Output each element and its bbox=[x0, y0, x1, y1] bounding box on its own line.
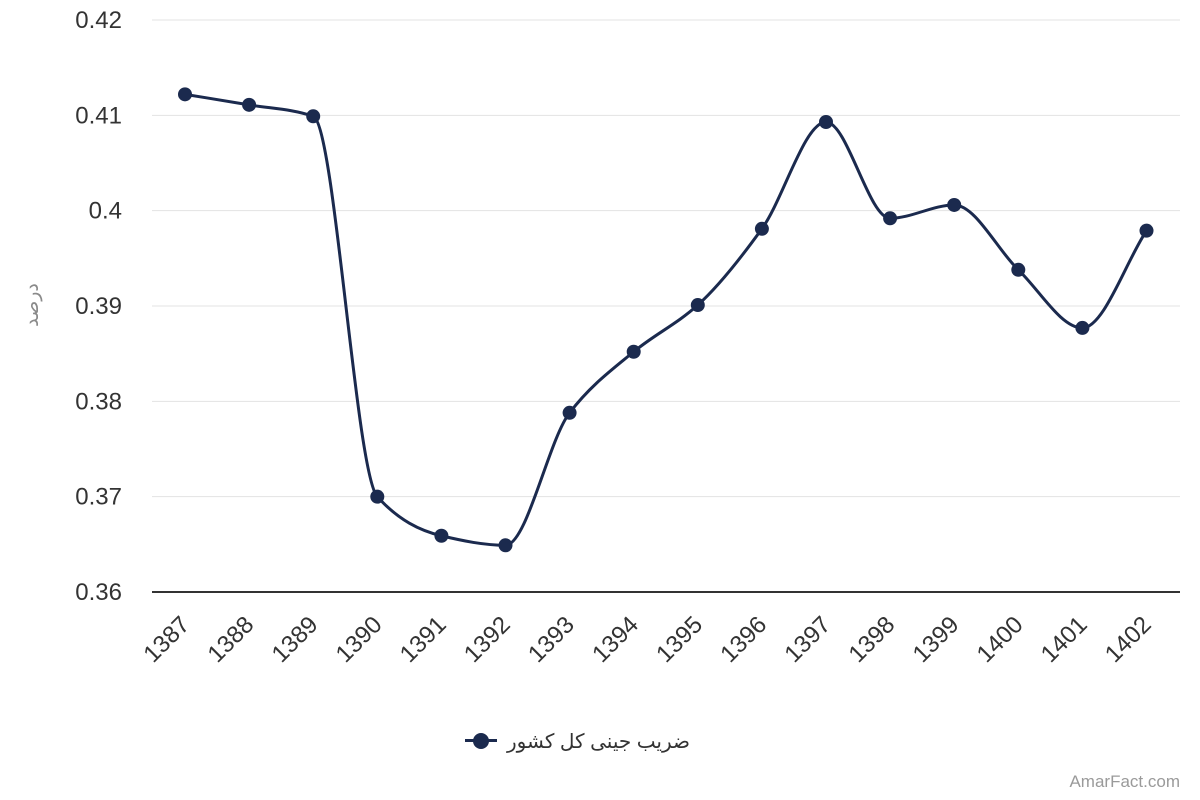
data-point[interactable] bbox=[947, 197, 962, 212]
y-axis-ticks: 0.36 0.37 0.38 0.39 0.4 0.41 0.42 bbox=[75, 7, 122, 606]
x-tick-label: 1391 bbox=[395, 611, 452, 668]
x-tick-label: 1392 bbox=[459, 611, 516, 668]
x-tick-label: 1387 bbox=[138, 611, 195, 668]
data-point[interactable] bbox=[370, 489, 385, 504]
x-tick-label: 1394 bbox=[587, 611, 644, 668]
y-tick-label: 0.39 bbox=[75, 293, 122, 320]
data-point[interactable] bbox=[498, 538, 513, 553]
x-tick-label: 1402 bbox=[1100, 611, 1157, 668]
y-tick-label: 0.4 bbox=[89, 198, 122, 225]
x-tick-label: 1397 bbox=[779, 611, 836, 668]
x-tick-label: 1400 bbox=[972, 611, 1029, 668]
data-point[interactable] bbox=[1011, 262, 1026, 277]
x-axis-ticks: 1387 1388 1389 1390 1391 1392 1393 1394 1395 1396… bbox=[138, 611, 1156, 668]
series-layer bbox=[178, 87, 1154, 553]
series-line bbox=[184, 92, 1148, 547]
data-point[interactable] bbox=[754, 221, 769, 236]
legend[interactable]: ضریب جینی کل کشور bbox=[0, 726, 1155, 756]
data-point[interactable] bbox=[306, 109, 321, 124]
data-point[interactable] bbox=[178, 87, 192, 102]
x-tick-label: 1390 bbox=[331, 611, 388, 668]
data-point[interactable] bbox=[1075, 320, 1090, 335]
y-tick-label: 0.36 bbox=[75, 579, 122, 606]
data-point[interactable] bbox=[562, 405, 577, 420]
x-tick-label: 1399 bbox=[908, 611, 965, 668]
x-tick-label: 1388 bbox=[202, 611, 259, 668]
y-tick-label: 0.37 bbox=[75, 484, 122, 511]
data-point[interactable] bbox=[690, 298, 705, 313]
data-point[interactable] bbox=[626, 344, 641, 359]
x-tick-label: 1395 bbox=[651, 611, 708, 668]
data-point[interactable] bbox=[434, 528, 449, 543]
x-tick-label: 1393 bbox=[523, 611, 580, 668]
y-tick-label: 0.41 bbox=[75, 102, 122, 129]
data-point[interactable] bbox=[242, 97, 257, 112]
data-point[interactable] bbox=[883, 211, 898, 226]
legend-marker-icon bbox=[464, 732, 497, 750]
x-tick-label: 1396 bbox=[715, 611, 772, 668]
x-tick-label: 1398 bbox=[843, 611, 900, 668]
watermark: AmarFact.com bbox=[1069, 772, 1180, 791]
x-tick-label: 1401 bbox=[1036, 611, 1093, 668]
data-point[interactable] bbox=[819, 115, 833, 130]
gridlines bbox=[152, 19, 1180, 593]
data-point[interactable] bbox=[1139, 223, 1154, 238]
y-axis-label: درصد bbox=[22, 283, 43, 327]
legend-label: ضریب جینی کل کشور bbox=[506, 730, 691, 753]
y-tick-label: 0.42 bbox=[75, 7, 122, 34]
x-tick-label: 1389 bbox=[267, 611, 324, 668]
y-tick-label: 0.38 bbox=[75, 388, 122, 415]
